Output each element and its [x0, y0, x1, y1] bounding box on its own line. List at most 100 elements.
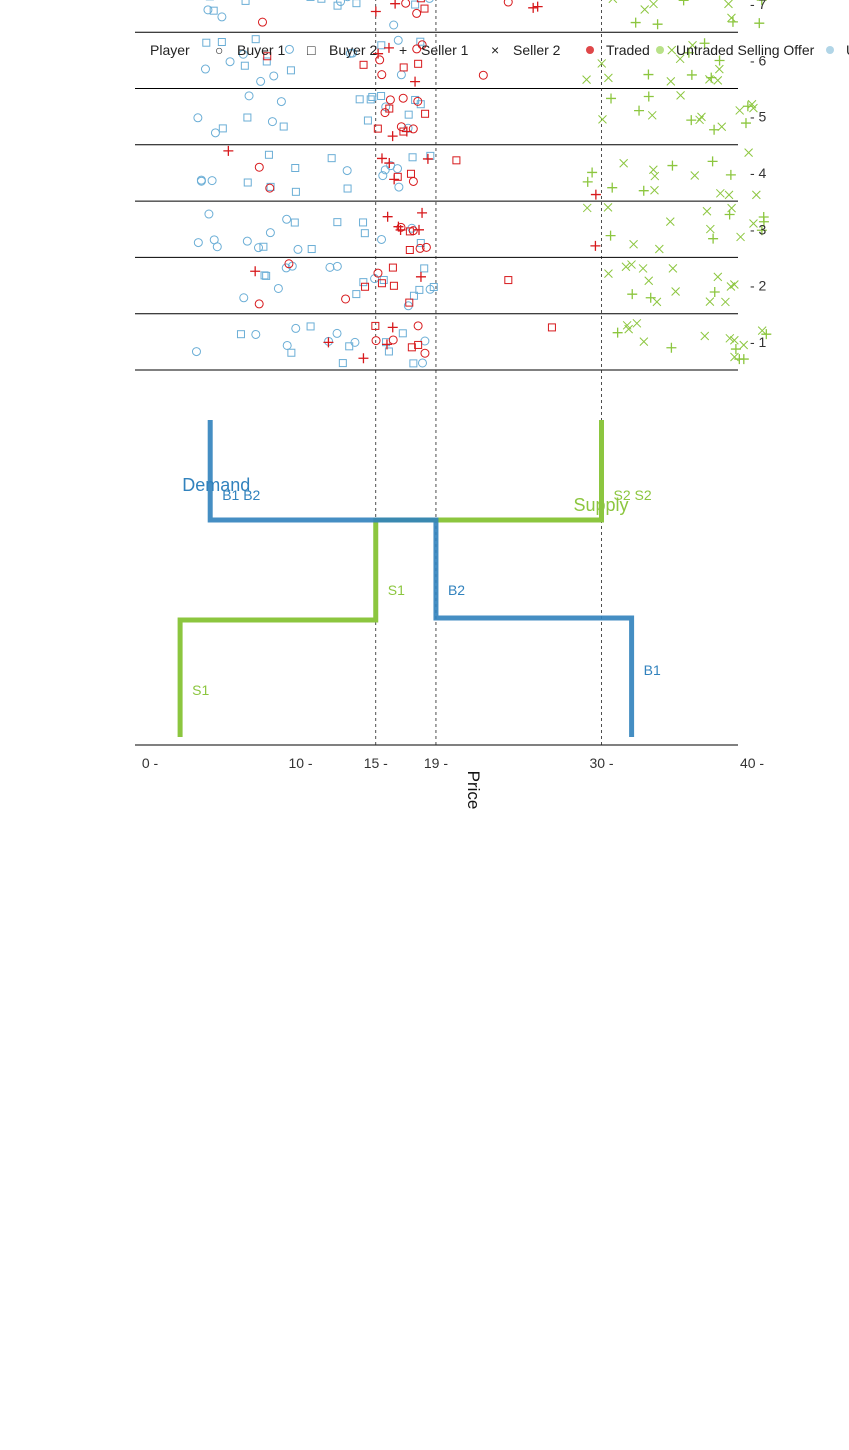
legend-status-label: Untraded Selling Offer — [676, 42, 815, 58]
buying-offer-point — [393, 35, 403, 45]
selling-offer-point — [652, 297, 662, 307]
buying-offer-point — [342, 166, 352, 176]
selling-offer-point — [758, 211, 769, 222]
supply-label: Supply — [574, 495, 629, 515]
selling-offer-point — [606, 93, 617, 104]
selling-offer-point — [707, 156, 718, 167]
buying-offer-point — [338, 359, 347, 368]
buying-offer-point — [377, 41, 386, 50]
selling-offer-point — [671, 287, 680, 296]
buying-offer-point — [251, 329, 261, 339]
selling-offer-point — [709, 287, 720, 297]
selling-offer-point — [749, 219, 758, 228]
selling-offer-point — [640, 5, 650, 14]
selling-offer-point — [632, 318, 642, 328]
buying-offer-point — [291, 187, 300, 196]
supply-demand-schedule: S1 S1 S2 S2 B1 B2 B1 B2 Supply Demand — [177, 420, 661, 737]
traded-point — [284, 259, 294, 269]
buying-offer-point — [238, 49, 248, 59]
traded-point — [406, 169, 415, 178]
buying-offer-point — [218, 124, 227, 133]
buying-offer-point — [225, 57, 235, 67]
traded-point — [359, 60, 368, 69]
traded-point — [389, 281, 398, 290]
traded-point — [408, 176, 418, 186]
traded-point — [452, 156, 461, 165]
buying-offer-point — [209, 6, 218, 15]
y-tick-label: 15 - — [364, 755, 388, 771]
y-axis-title: Price — [464, 771, 483, 810]
traded-point — [478, 70, 488, 80]
buying-offer-point — [327, 154, 336, 163]
selling-offer-point — [667, 45, 677, 55]
selling-offer-point — [714, 64, 724, 74]
selling-offer-point — [730, 344, 741, 355]
selling-offer-point — [582, 75, 591, 84]
buying-offer-point — [204, 209, 214, 219]
legend-player-symbol: □ — [307, 42, 316, 58]
buying-offer-point — [411, 0, 420, 9]
buying-offer-point — [251, 35, 260, 44]
buying-offer-point — [193, 113, 203, 123]
buying-offer-point — [290, 218, 299, 227]
round-tick-label: - 6 — [750, 52, 767, 68]
selling-offer-point — [665, 217, 675, 227]
traded-point — [390, 0, 401, 9]
legend-status-label: Untraded Buying Offer — [846, 42, 849, 58]
selling-offer-point — [713, 272, 723, 282]
round-tick-label: - 2 — [750, 278, 767, 294]
buying-offer-point — [273, 283, 283, 293]
legend-status-dot — [826, 46, 834, 54]
buying-offer-point — [352, 290, 361, 299]
selling-offer-point — [649, 0, 658, 9]
selling-offer-point — [683, 47, 694, 58]
buying-offer-point — [429, 283, 438, 292]
traded-point — [414, 340, 423, 349]
traded-point — [373, 124, 382, 133]
traded-point — [371, 336, 381, 346]
buying-offer-point — [325, 262, 335, 272]
round-tick-label: - 7 — [750, 0, 767, 12]
traded-point — [254, 162, 264, 172]
buying-offer-point — [424, 0, 434, 3]
traded-point — [250, 266, 261, 277]
legend-player-symbol: + — [399, 42, 407, 58]
buying-offer-point — [287, 348, 296, 357]
legend-player-label: Seller 2 — [513, 42, 561, 58]
selling-offer-point — [690, 171, 700, 180]
traded-point — [590, 240, 601, 251]
round-panels — [135, 31, 738, 746]
selling-offer-point — [709, 124, 720, 135]
legend: Player ○ Buyer 1 □ Buyer 2 + Seller 1 × Seller 2… — [150, 42, 849, 58]
selling-offer-point — [744, 148, 753, 157]
axes: 0 - 10 - 15 - 19 - 30 - 40 - Price - 1 - 2 - 3 - 4… — [142, 0, 767, 810]
demand-step-label: B1 B2 — [222, 487, 260, 503]
selling-offer-point — [607, 182, 618, 193]
traded-point — [384, 158, 395, 169]
traded-point — [420, 4, 429, 13]
selling-offer-point — [627, 289, 638, 300]
demand-step-label: B2 — [448, 582, 465, 598]
traded-point — [377, 70, 387, 80]
buying-offer-point — [333, 1, 342, 10]
selling-offer-point — [668, 264, 678, 273]
traded-point — [361, 282, 370, 291]
buying-offer-point — [243, 178, 252, 187]
buying-offer-point — [317, 0, 326, 3]
selling-offer-point — [697, 112, 706, 122]
supply-step-label: S1 — [388, 582, 405, 598]
buying-offer-point — [264, 150, 273, 159]
selling-offer-point — [688, 40, 697, 50]
legend-status-dot — [586, 46, 594, 54]
buying-offer-point — [256, 76, 266, 86]
legend-player-symbol: ○ — [215, 42, 223, 58]
traded-point — [387, 131, 398, 142]
buying-offer-point — [191, 347, 201, 357]
buying-offer-point — [284, 44, 294, 54]
buying-offer-point — [416, 100, 425, 109]
y-tick-label: 19 - — [424, 755, 448, 771]
selling-offer-point — [619, 158, 629, 168]
traded-point — [420, 348, 430, 358]
traded-point — [370, 6, 381, 17]
